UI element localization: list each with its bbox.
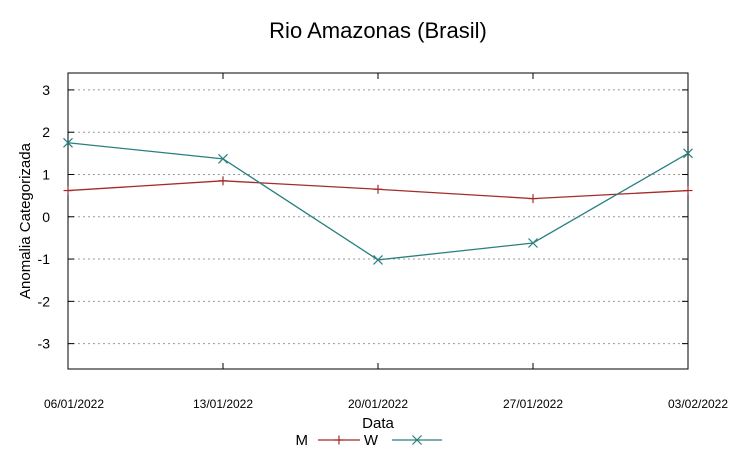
data-point-w <box>683 148 693 159</box>
y-tick-label: 1 <box>42 166 50 182</box>
data-point-w <box>218 153 228 164</box>
y-axis-label: Anomalia Categorizada <box>17 142 34 299</box>
data-point-w <box>373 254 383 265</box>
series-line-w <box>67 142 689 261</box>
data-point-w <box>63 137 73 148</box>
plot-frame <box>67 72 689 370</box>
marker-stroke <box>683 148 693 159</box>
marker-stroke <box>63 137 73 148</box>
x-tick-label: 27/01/2022 <box>503 397 563 411</box>
marker-stroke <box>528 238 538 248</box>
y-axis-ticks: 3 2 1 0 -1 -2 -3 <box>38 82 688 352</box>
marker-stroke <box>218 153 228 164</box>
data-point-w <box>528 238 538 248</box>
y-tick-label: 2 <box>42 124 50 140</box>
legend-marker-m <box>334 435 344 445</box>
marker-stroke <box>412 435 422 445</box>
data-point-m <box>63 186 73 196</box>
x-tick-label: 06/01/2022 <box>44 397 104 411</box>
legend-marker-w <box>412 435 422 445</box>
data-point-m <box>373 184 383 194</box>
x-axis-ticks: 06/01/2022 13/01/2022 20/01/2022 27/01/2022… <box>44 73 728 411</box>
series-lines <box>63 137 693 265</box>
x-tick-label: 03/02/2022 <box>668 397 728 411</box>
y-tick-label: -1 <box>38 251 51 267</box>
data-point-m <box>683 186 693 196</box>
chart-title: Rio Amazonas (Brasil) <box>269 18 487 43</box>
y-tick-label: -3 <box>38 336 51 352</box>
legend-label-w: W <box>364 432 379 449</box>
data-point-m <box>218 176 228 186</box>
x-tick-label: 13/01/2022 <box>193 397 253 411</box>
grid-lines <box>68 89 688 345</box>
legend-label-m: M <box>296 432 309 449</box>
x-tick-label: 20/01/2022 <box>348 397 408 411</box>
data-point-m <box>528 194 538 204</box>
x-axis-label: Data <box>362 415 394 432</box>
y-tick-label: -2 <box>38 293 51 309</box>
marker-stroke <box>373 254 383 265</box>
y-tick-label: 0 <box>42 209 50 225</box>
y-tick-label: 3 <box>42 82 50 98</box>
